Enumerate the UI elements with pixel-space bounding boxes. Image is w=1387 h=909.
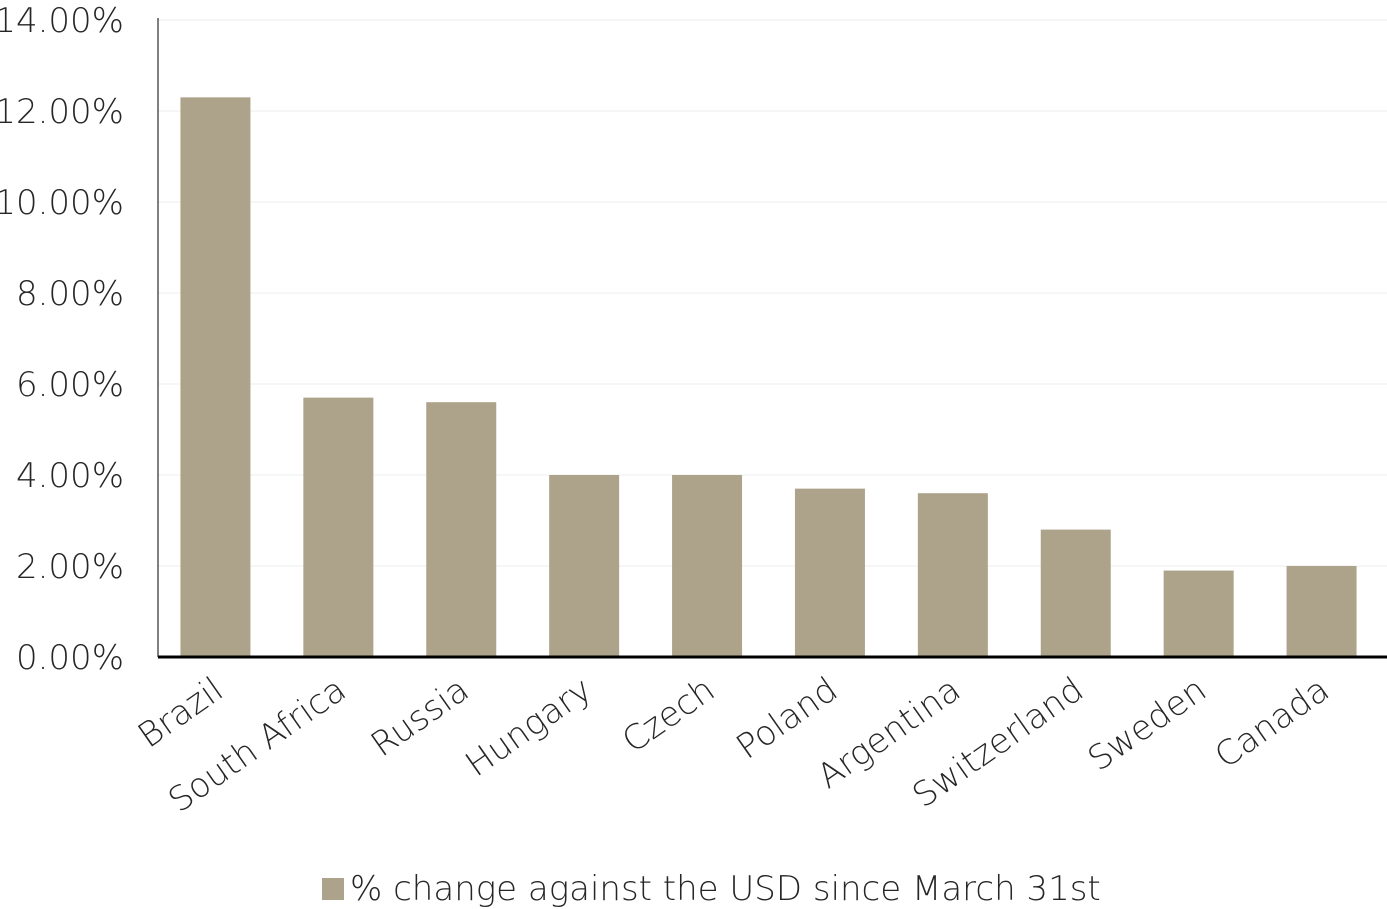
bar-argentina bbox=[917, 493, 988, 657]
legend: % change against the USD since March 31s… bbox=[322, 869, 1101, 909]
bar-poland bbox=[794, 488, 865, 657]
y-tick-label: 0.00% bbox=[16, 638, 124, 678]
legend-swatch bbox=[322, 878, 344, 900]
x-category-label: Canada bbox=[1208, 670, 1337, 777]
y-tick-label: 2.00% bbox=[16, 547, 124, 587]
x-category-label: Sweden bbox=[1081, 670, 1214, 780]
x-category-label: Czech bbox=[615, 670, 722, 762]
y-axis-tick-labels: 0.00% 2.00% 4.00% 6.00% 8.00% 10.00% 12.00% 14.… bbox=[0, 1, 124, 678]
bar-sweden bbox=[1163, 570, 1234, 657]
bar-brazil bbox=[180, 97, 251, 658]
bar-hungary bbox=[549, 475, 620, 657]
y-tick-label: 14.00% bbox=[0, 1, 124, 41]
x-category-label: Hungary bbox=[458, 670, 599, 785]
x-category-label: Brazil bbox=[131, 670, 231, 757]
y-tick-label: 10.00% bbox=[0, 183, 124, 223]
legend-label: % change against the USD since March 31s… bbox=[350, 869, 1101, 909]
y-tick-label: 8.00% bbox=[16, 274, 124, 314]
bar-switzerland bbox=[1040, 529, 1111, 657]
y-tick-label: 4.00% bbox=[16, 456, 124, 496]
bar-czech bbox=[672, 475, 743, 657]
bars bbox=[180, 97, 1357, 658]
bar-south-africa bbox=[303, 397, 374, 657]
y-tick-label: 6.00% bbox=[16, 365, 124, 405]
y-tick-label: 12.00% bbox=[0, 92, 124, 132]
bar-canada bbox=[1286, 566, 1357, 657]
bar-russia bbox=[426, 402, 497, 657]
